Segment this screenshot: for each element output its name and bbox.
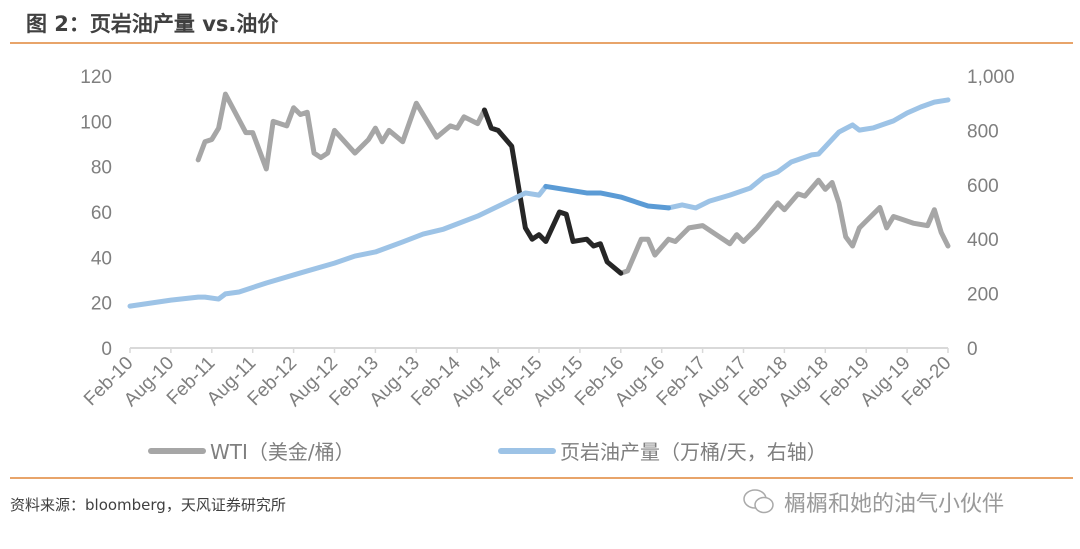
wti-line-highlight — [481, 107, 624, 276]
y-left-tick-label: 60 — [91, 203, 112, 224]
footer-divider — [10, 477, 1073, 479]
shale-line-highlight — [543, 183, 672, 211]
legend-swatch — [148, 447, 206, 454]
y-left-tick-label: 120 — [80, 67, 112, 88]
y-left-tick-label: 40 — [91, 248, 112, 269]
wti-line — [618, 177, 951, 276]
y-right-tick-label: 800 — [967, 121, 999, 142]
y-left-tick-label: 20 — [91, 294, 112, 315]
y-right-tick-label: 600 — [967, 176, 999, 197]
legend-swatch — [498, 447, 556, 454]
legend-label: WTI（美金/桶） — [210, 440, 355, 464]
watermark: 榍榍和她的油气小伙伴 — [742, 486, 1004, 518]
y-right-tick-label: 400 — [967, 230, 999, 251]
y-right-tick-label: 0 — [967, 339, 978, 360]
legend-item-wti: WTI（美金/桶） — [148, 436, 355, 465]
y-left-tick-label: 0 — [101, 339, 112, 360]
shale-line — [127, 183, 549, 309]
source-note: 资料来源：bloomberg，天风证券研究所 — [10, 496, 286, 514]
title-divider — [10, 42, 1073, 44]
legend-label: 页岩油产量（万桶/天，右轴） — [560, 440, 827, 464]
y-left-tick-label: 80 — [91, 158, 112, 179]
legend-item-shale: 页岩油产量（万桶/天，右轴） — [498, 436, 827, 465]
y-right-tick-label: 1,000 — [967, 67, 1015, 88]
page-title: 图 2：页岩油产量 vs.油价 — [26, 12, 279, 36]
wti-line — [195, 91, 487, 172]
y-left-tick-label: 100 — [80, 112, 112, 133]
shale-line — [666, 97, 951, 211]
watermark-text: 榍榍和她的油气小伙伴 — [784, 492, 1005, 517]
y-right-tick-label: 200 — [967, 285, 999, 306]
wechat-icon — [743, 489, 774, 514]
chart: Feb-10Aug-10Feb-11Aug-11Feb-12Aug-12Feb-… — [80, 67, 1015, 411]
